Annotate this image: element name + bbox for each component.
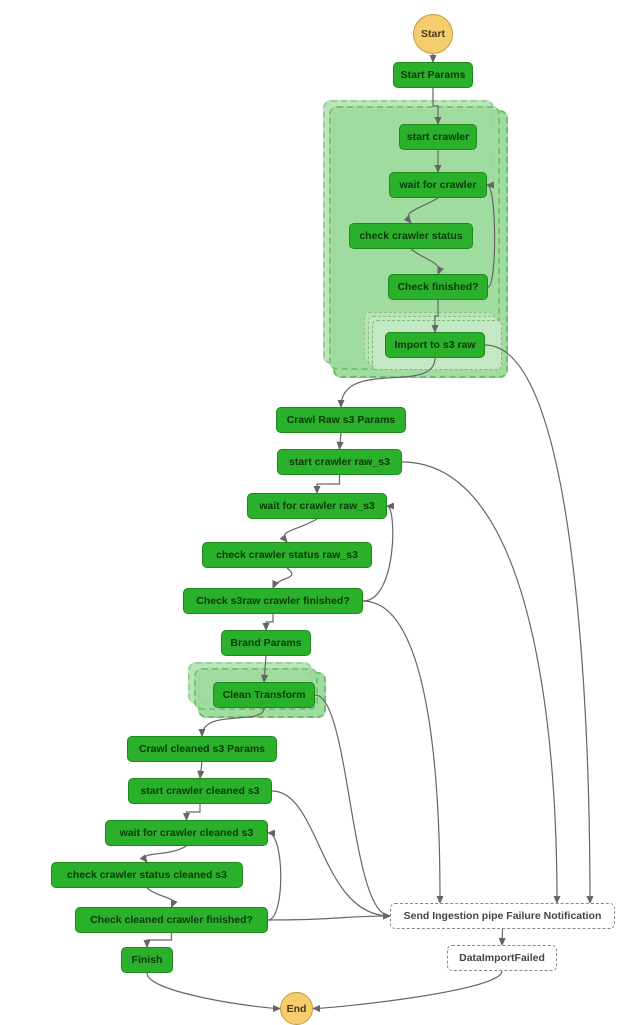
label: Finish xyxy=(132,954,163,966)
label: start crawler cleaned s3 xyxy=(140,785,259,797)
clean-transform-node: Clean Transform xyxy=(213,682,315,708)
start-params-node: Start Params xyxy=(393,62,473,88)
label: wait for crawler xyxy=(399,179,476,191)
brand-params-node: Brand Params xyxy=(221,630,311,656)
label: start crawler raw_s3 xyxy=(289,456,390,468)
check-cleaned-finished-node: Check cleaned crawler finished? xyxy=(75,907,268,933)
label: Check finished? xyxy=(397,281,478,293)
label: Crawl cleaned s3 Params xyxy=(139,743,265,755)
label: start crawler xyxy=(407,131,469,143)
check-finished-node: Check finished? xyxy=(388,274,488,300)
label: wait for crawler cleaned s3 xyxy=(120,827,254,839)
start-crawler-node: start crawler xyxy=(399,124,477,150)
crawl-cleaned-params-node: Crawl cleaned s3 Params xyxy=(127,736,277,762)
check-s3raw-finished-node: Check s3raw crawler finished? xyxy=(183,588,363,614)
check-status-node: check crawler status xyxy=(349,223,473,249)
start-node: Start xyxy=(413,14,453,54)
finish-node: Finish xyxy=(121,947,173,973)
send-failure-notification-node: Send Ingestion pipe Failure Notification xyxy=(390,903,615,929)
check-status-cleaned-node: check crawler status cleaned s3 xyxy=(51,862,243,888)
label: Start Params xyxy=(401,69,466,81)
label: Brand Params xyxy=(230,637,301,649)
data-import-failed-node: DataImportFailed xyxy=(447,945,557,971)
label: Crawl Raw s3 Params xyxy=(287,414,396,426)
label: check crawler status xyxy=(359,230,462,242)
wait-crawler-node: wait for crawler xyxy=(389,172,487,198)
crawl-raw-params-node: Crawl Raw s3 Params xyxy=(276,407,406,433)
label: Check cleaned crawler finished? xyxy=(90,914,253,926)
end-node: End xyxy=(280,992,313,1025)
label: check crawler status cleaned s3 xyxy=(67,869,227,881)
check-status-raw-node: check crawler status raw_s3 xyxy=(202,542,372,568)
wait-crawler-raw-node: wait for crawler raw_s3 xyxy=(247,493,387,519)
label: Check s3raw crawler finished? xyxy=(196,595,349,607)
label: check crawler status raw_s3 xyxy=(216,549,358,561)
wait-crawler-cleaned-node: wait for crawler cleaned s3 xyxy=(105,820,268,846)
label: DataImportFailed xyxy=(459,952,545,964)
start-crawler-cleaned-node: start crawler cleaned s3 xyxy=(128,778,272,804)
label: Send Ingestion pipe Failure Notification xyxy=(404,910,602,922)
start-label: Start xyxy=(421,28,445,40)
import-s3-node: Import to s3 raw xyxy=(385,332,485,358)
label: Clean Transform xyxy=(223,689,306,701)
end-label: End xyxy=(287,1003,307,1015)
label: wait for crawler raw_s3 xyxy=(259,500,375,512)
label: Import to s3 raw xyxy=(394,339,475,351)
start-crawler-raw-node: start crawler raw_s3 xyxy=(277,449,402,475)
